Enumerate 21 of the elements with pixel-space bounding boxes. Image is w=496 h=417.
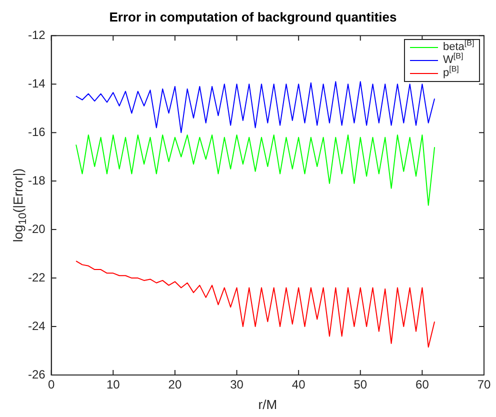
y-tick-label: -18 [28, 173, 46, 188]
x-axis-title: r/M [258, 396, 278, 412]
chart-title: Error in computation of background quantities [109, 9, 397, 24]
x-tick-label: 60 [416, 378, 430, 392]
x-tick-label: 30 [230, 378, 244, 392]
legend-label: p$^{[B]}$ [443, 64, 459, 80]
y-tick-label: -12 [28, 28, 46, 42]
y-tick-label: -22 [28, 270, 46, 284]
x-tick-label: 70 [477, 378, 491, 392]
x-tick-label: 50 [354, 378, 368, 392]
y-tick-label: -24 [28, 318, 46, 333]
y-tick-label: -20 [28, 222, 46, 236]
x-tick-label: 40 [292, 378, 306, 392]
x-tick-label: 0 [48, 378, 55, 392]
x-tick-label: 10 [106, 378, 120, 392]
y-tick-label: -14 [28, 76, 46, 90]
legend-label: beta$^{[B]}$ [443, 38, 474, 53]
y-tick-label: -16 [28, 124, 46, 139]
x-tick-label: 20 [168, 378, 182, 392]
legend-label: W$^{[B]}$ [443, 50, 464, 66]
y-tick-label: -26 [28, 367, 46, 382]
